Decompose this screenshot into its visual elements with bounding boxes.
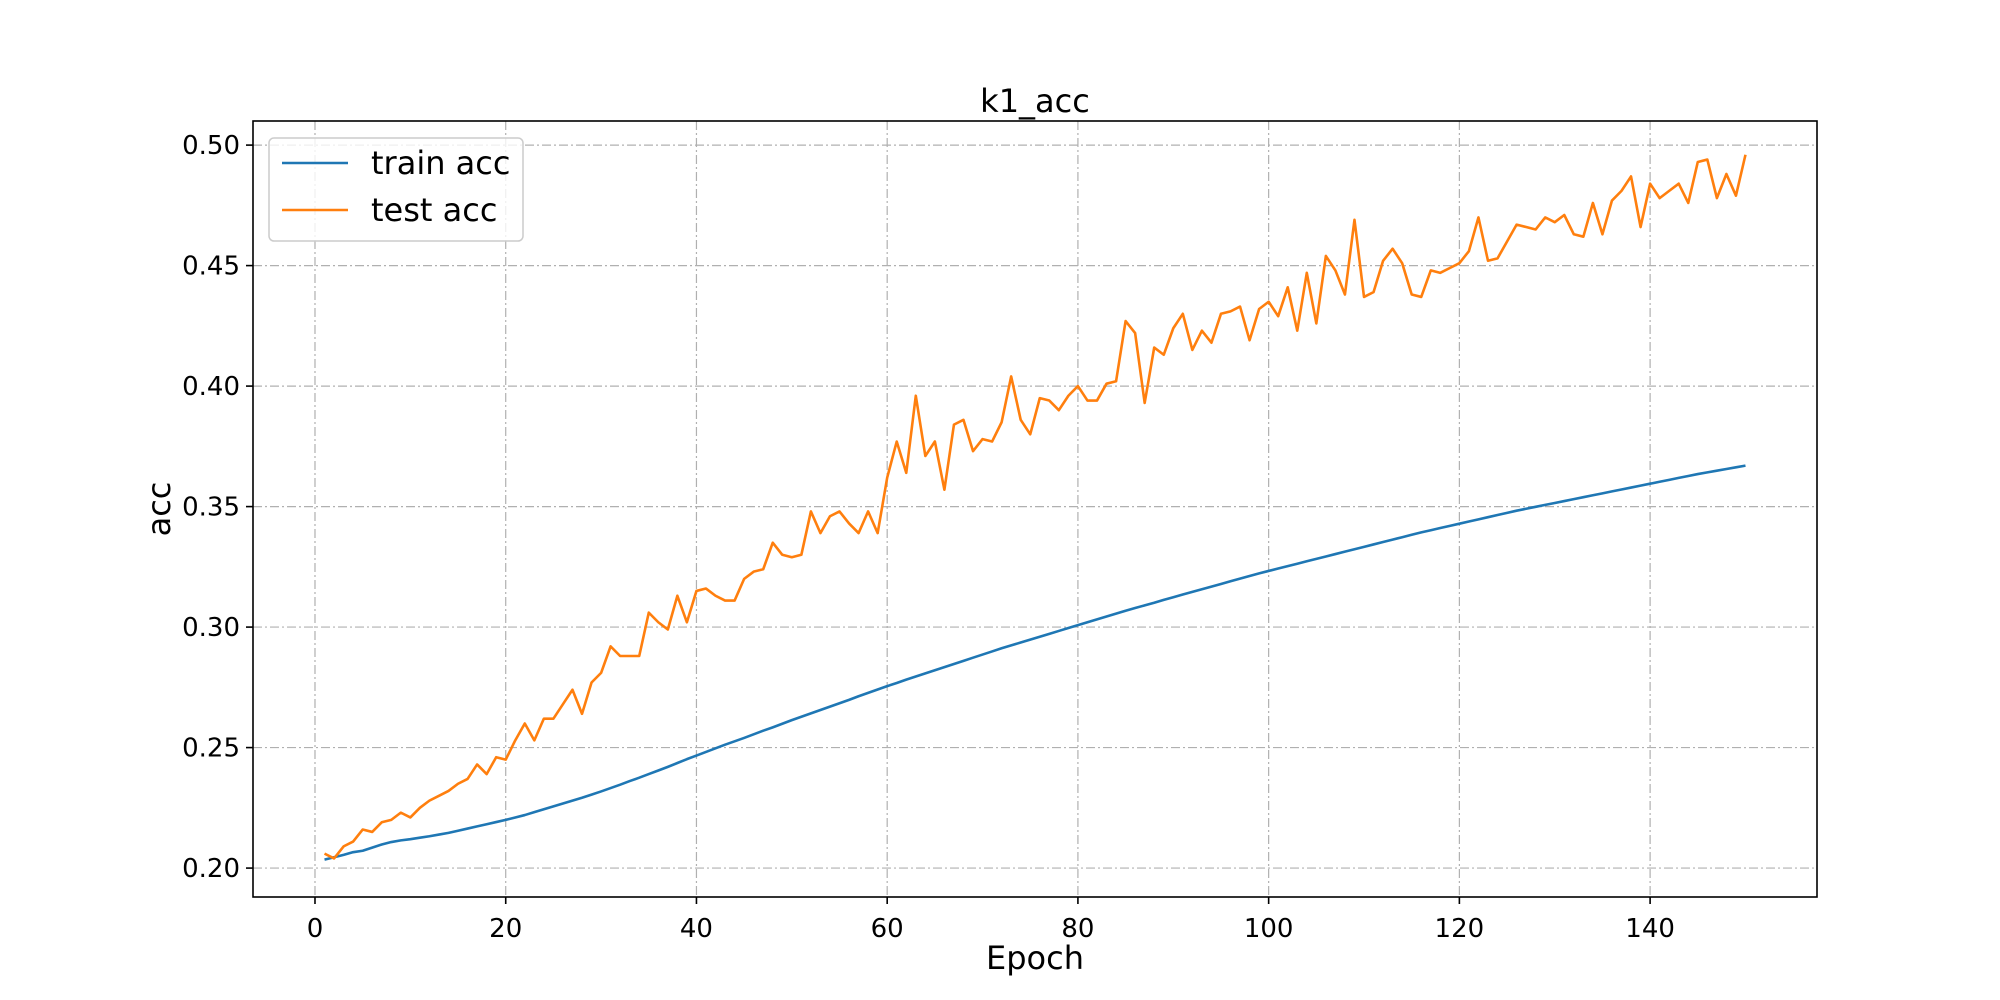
y-tick-label: 0.25 <box>182 734 240 764</box>
x-tick-label: 20 <box>489 914 522 944</box>
x-tick-label: 120 <box>1435 914 1485 944</box>
y-tick-label: 0.20 <box>182 854 240 884</box>
legend-label: train acc <box>371 144 510 182</box>
y-tick-label: 0.50 <box>182 131 240 161</box>
legend-label: test acc <box>371 191 497 229</box>
x-tick-label: 100 <box>1244 914 1294 944</box>
series-line-test-acc <box>323 154 1747 860</box>
y-tick-label: 0.35 <box>182 493 240 523</box>
y-tick-label: 0.40 <box>182 372 240 402</box>
series-layer <box>323 154 1747 861</box>
y-axis-label: acc <box>140 482 178 537</box>
x-tick-label: 0 <box>307 914 324 944</box>
x-tick-label: 80 <box>1061 914 1094 944</box>
x-tick-label: 40 <box>680 914 713 944</box>
grid <box>253 121 1817 897</box>
x-tick-label: 140 <box>1625 914 1675 944</box>
x-tick-label: 60 <box>871 914 904 944</box>
series-line-train-acc <box>324 464 1746 861</box>
ticks: 0 20 40 60 80 100 120 140 0.20 0.25 0.30 0.35 0.40 0.… <box>182 131 1675 944</box>
x-axis-label: Epoch <box>986 939 1084 977</box>
legend: train acc test acc <box>268 137 524 242</box>
chart-title: k1_acc <box>980 82 1090 120</box>
y-tick-label: 0.45 <box>182 252 240 282</box>
y-tick-label: 0.30 <box>182 613 240 643</box>
plot-frame <box>252 120 1818 898</box>
